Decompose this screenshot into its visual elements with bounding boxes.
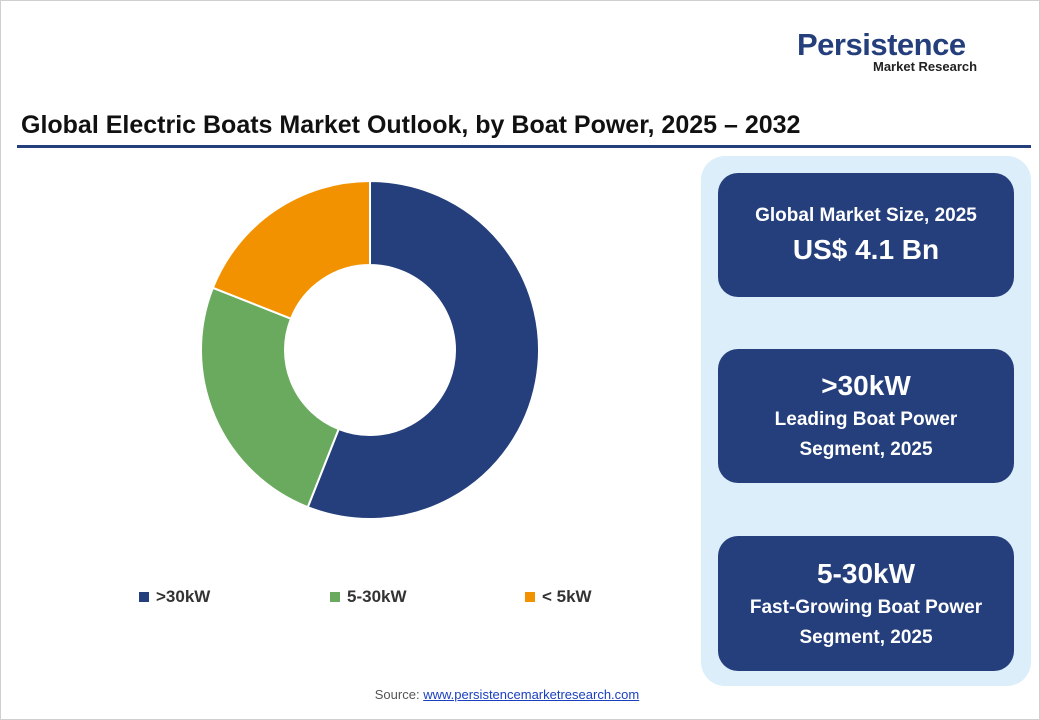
donut-segment xyxy=(211,179,371,321)
box-line: Segment, 2025 xyxy=(799,626,933,648)
box-heading: >30kW xyxy=(821,370,911,401)
info-box: Global Market Size, 2025 US$ 4.1 Bn xyxy=(718,173,1014,297)
box-value: US$ 4.1 Bn xyxy=(792,234,940,265)
box-heading: Global Market Size, 2025 xyxy=(755,205,977,226)
box-line: Leading Boat Power xyxy=(774,409,958,430)
box-heading: 5-30kW xyxy=(816,557,916,589)
source-label: Source: xyxy=(374,687,420,702)
logo-tagline: Market Research xyxy=(873,59,978,74)
chart-title: Global Electric Boats Market Outlook, by… xyxy=(21,111,801,139)
legend-swatch xyxy=(330,592,340,602)
source-link[interactable]: www.persistencemarketresearch.com xyxy=(423,687,640,702)
info-box: >30kW Leading Boat Power Segment, 2025 xyxy=(718,349,1014,483)
legend-label: >30kW xyxy=(156,587,211,606)
logo-name: Persistence xyxy=(797,27,966,62)
legend-label: 5-30kW xyxy=(347,587,407,606)
legend-swatch xyxy=(525,592,535,602)
legend-swatch xyxy=(139,592,149,602)
donut-segment xyxy=(306,179,540,520)
box-line: Segment, 2025 xyxy=(799,439,933,460)
box-line: Fast-Growing Boat Power xyxy=(749,596,983,618)
chart: >30kW 5-30kW < 5kW xyxy=(139,179,593,606)
title-rule xyxy=(17,145,1031,148)
source: Source: www.persistencemarketresearch.co… xyxy=(1,687,1013,702)
info-box: 5-30kW Fast-Growing Boat Power Segment, … xyxy=(718,536,1014,671)
legend-label: < 5kW xyxy=(542,587,593,606)
donut-segment xyxy=(200,286,341,509)
